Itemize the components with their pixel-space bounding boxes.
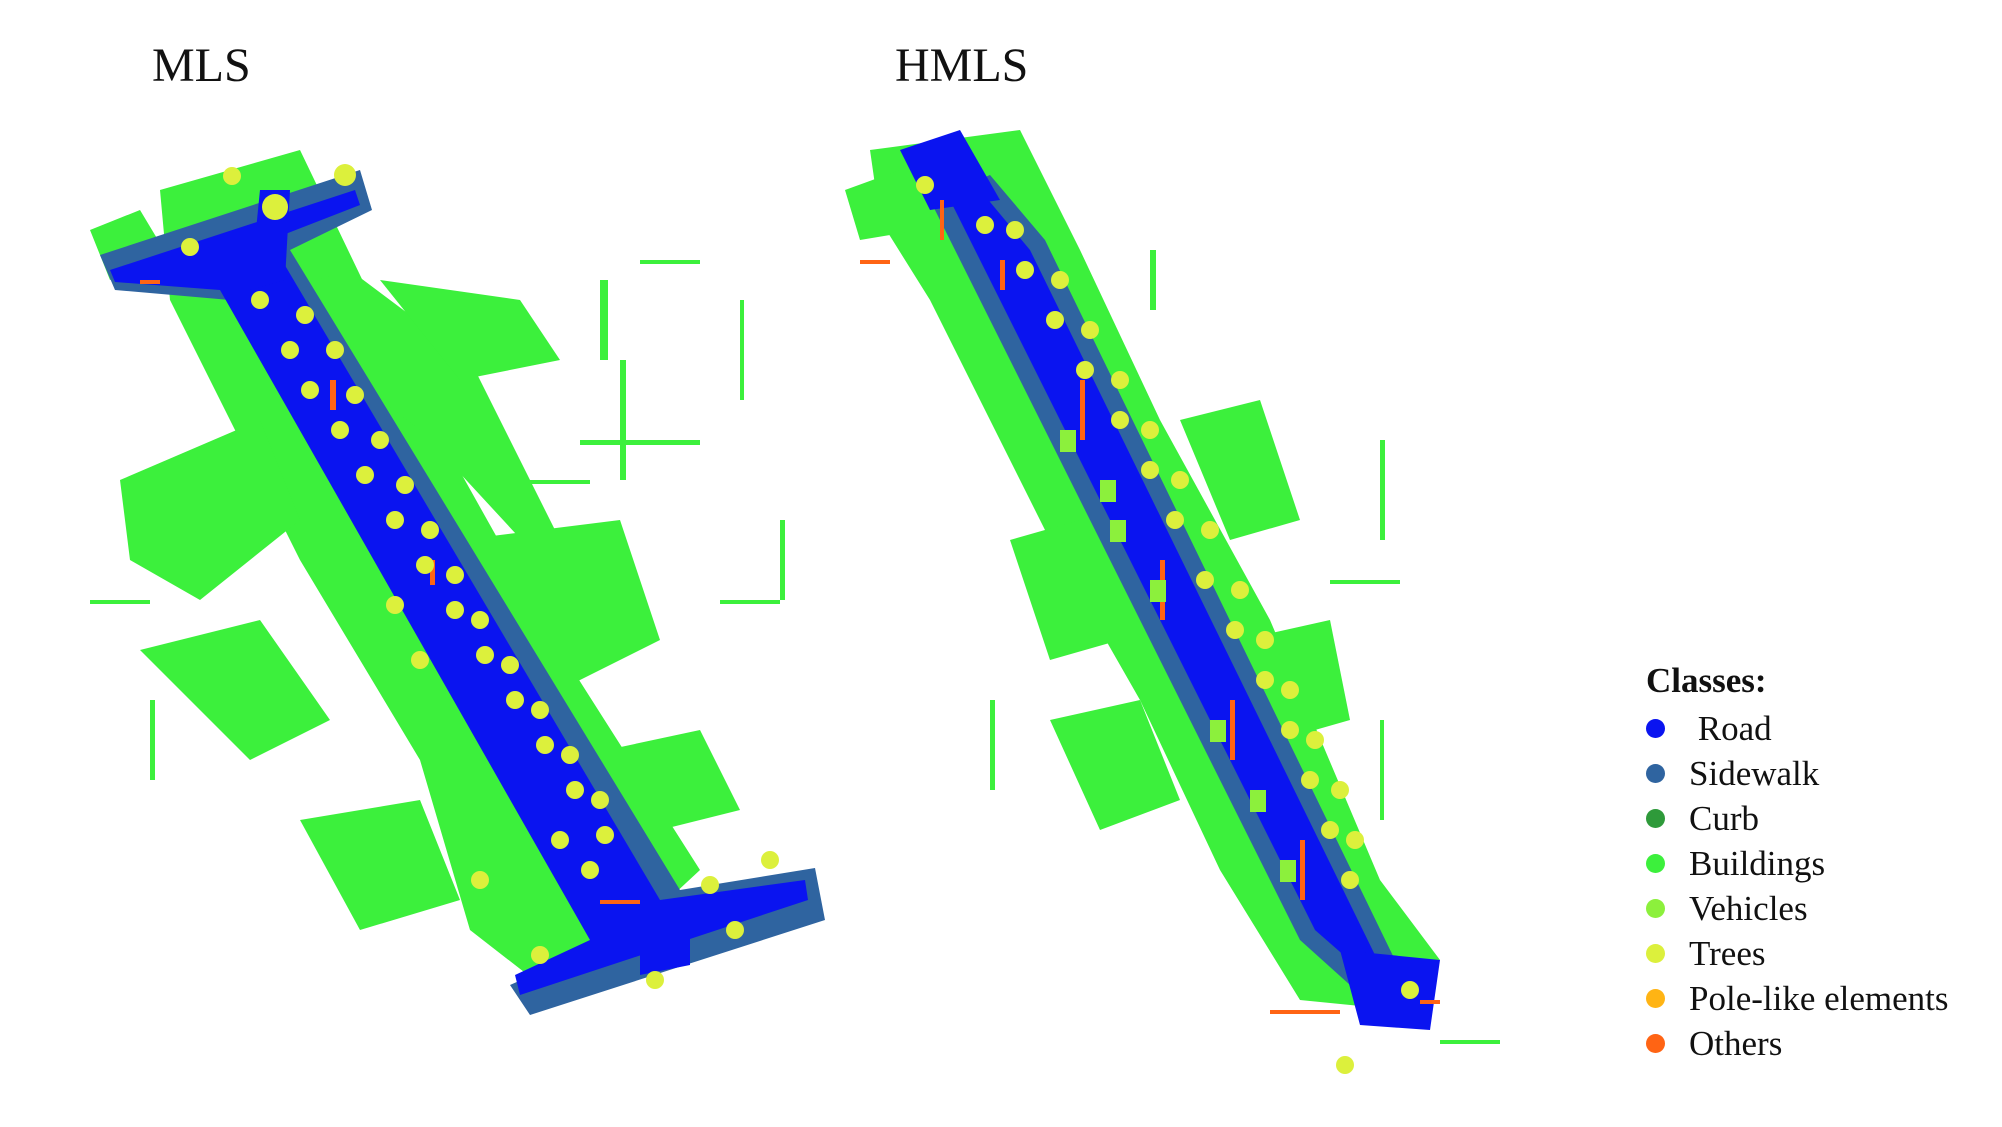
mls-point-cloud [90, 150, 825, 1015]
legend-label-others: Others [1689, 1024, 1783, 1063]
legend-item-pole-like: Pole-like elements [1646, 976, 1949, 1021]
legend-label-buildings: Buildings [1689, 844, 1826, 883]
curb-color-dot [1646, 809, 1665, 828]
mls-trees-points [181, 164, 779, 989]
legend-item-trees: Trees [1646, 931, 1949, 976]
legend-label-sidewalk: Sidewalk [1689, 754, 1820, 793]
vehicles-color-dot [1646, 899, 1665, 918]
legend-label-pole-like: Pole-like elements [1689, 979, 1949, 1018]
legend-item-buildings: Buildings [1646, 841, 1949, 886]
legend-label-vehicles: Vehicles [1689, 889, 1808, 928]
sidewalk-color-dot [1646, 764, 1665, 783]
hmls-point-cloud [845, 130, 1500, 1074]
trees-color-dot [1646, 944, 1665, 963]
hmls-trees-points [916, 176, 1419, 1074]
legend-item-sidewalk: Sidewalk [1646, 751, 1949, 796]
mls-panel-title: MLS [152, 39, 251, 92]
mls-others-points [140, 280, 640, 904]
legend-label-curb: Curb [1689, 799, 1759, 838]
legend-title: Classes: [1646, 661, 1767, 700]
classes-legend: Classes: Road Sidewalk Curb Buildings Ve… [1646, 660, 1949, 1066]
legend-label-road: Road [1689, 709, 1772, 748]
legend-item-curb: Curb [1646, 796, 1949, 841]
legend-item-road: Road [1646, 706, 1949, 751]
hmls-panel-title: HMLS [895, 39, 1029, 92]
legend-label-trees: Trees [1689, 934, 1766, 973]
others-color-dot [1646, 1034, 1665, 1053]
hmls-vehicles-points [1060, 430, 1296, 882]
pole-like-color-dot [1646, 989, 1665, 1008]
legend-item-vehicles: Vehicles [1646, 886, 1949, 931]
mls-road-points [110, 190, 808, 995]
road-color-dot [1646, 719, 1665, 738]
buildings-color-dot [1646, 854, 1665, 873]
legend-item-others: Others [1646, 1021, 1949, 1066]
